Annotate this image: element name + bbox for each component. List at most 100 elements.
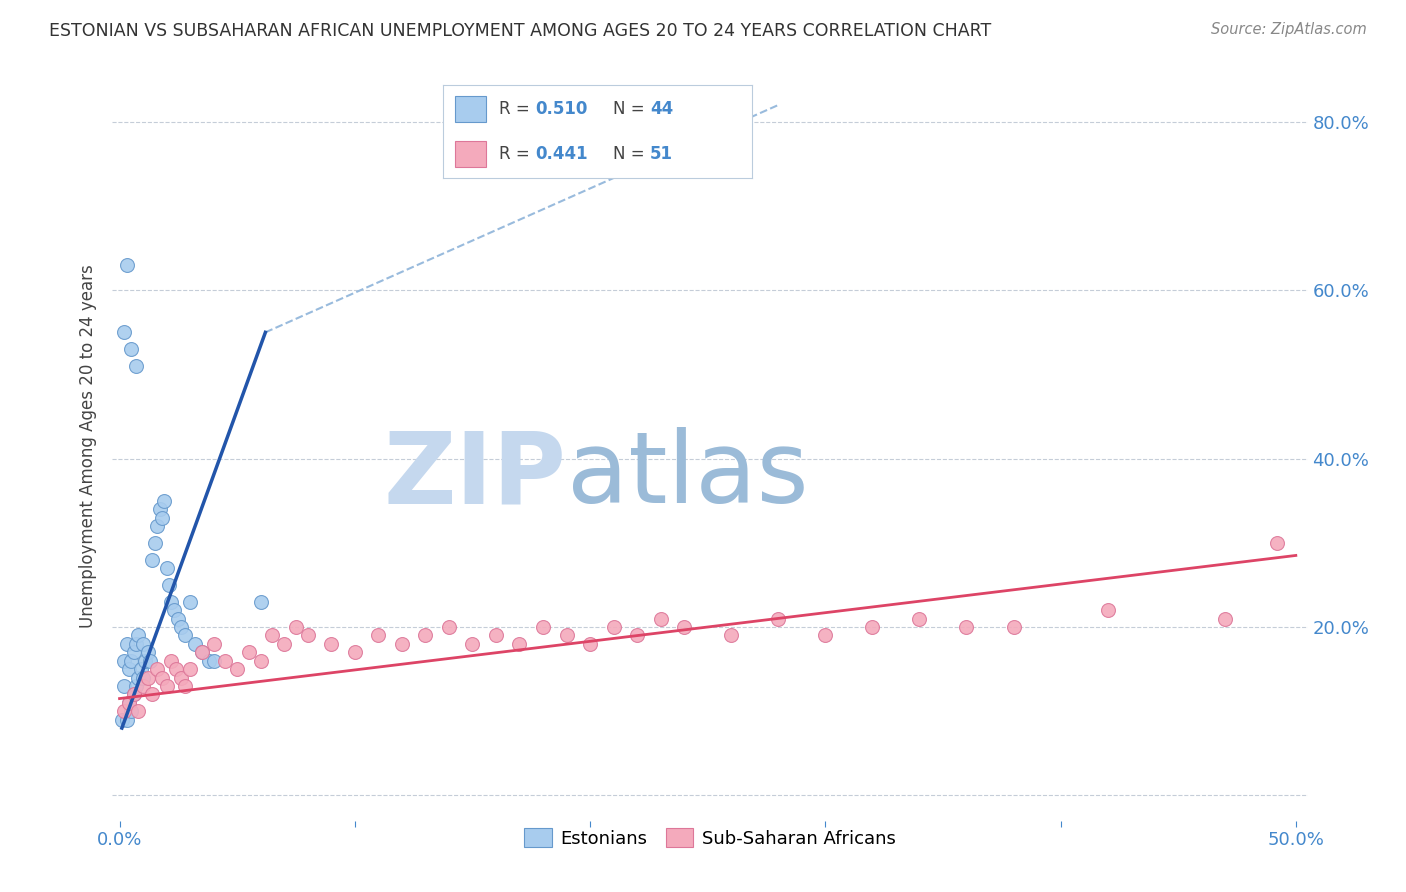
Point <box>122 687 145 701</box>
Legend: Estonians, Sub-Saharan Africans: Estonians, Sub-Saharan Africans <box>516 819 904 856</box>
Point <box>150 671 173 685</box>
Point <box>111 713 134 727</box>
Point <box>508 637 530 651</box>
Point <box>125 359 148 373</box>
Point <box>321 637 343 651</box>
Point <box>238 645 260 659</box>
Point <box>125 679 148 693</box>
Point <box>437 620 460 634</box>
Point <box>1213 611 1236 625</box>
Point <box>214 654 236 668</box>
Point <box>191 645 214 659</box>
Point <box>120 342 142 356</box>
Point <box>112 654 135 668</box>
Text: N =: N = <box>613 145 650 163</box>
Text: 0.510: 0.510 <box>536 100 588 118</box>
Point <box>129 662 152 676</box>
Point <box>955 620 977 634</box>
Text: 0.441: 0.441 <box>536 145 588 163</box>
Point <box>391 637 413 651</box>
Point <box>160 654 183 668</box>
Point <box>415 628 437 642</box>
Point <box>167 611 190 625</box>
Point <box>122 687 145 701</box>
Point <box>165 662 187 676</box>
Point <box>132 671 155 685</box>
Point <box>297 628 319 642</box>
Point <box>202 637 225 651</box>
Point <box>174 679 197 693</box>
Point <box>146 519 169 533</box>
Point <box>141 687 163 701</box>
Point <box>120 704 142 718</box>
Point <box>555 628 578 642</box>
Point <box>134 654 156 668</box>
Point <box>127 671 149 685</box>
Point <box>112 704 135 718</box>
Text: N =: N = <box>613 100 650 118</box>
Point <box>860 620 883 634</box>
Point <box>132 679 155 693</box>
Point <box>155 679 177 693</box>
Point <box>226 662 249 676</box>
Point <box>650 611 672 625</box>
Point <box>908 611 931 625</box>
Point <box>122 645 145 659</box>
Point <box>249 595 271 609</box>
Point <box>202 654 225 668</box>
Point <box>1097 603 1119 617</box>
Point <box>153 493 176 508</box>
Text: atlas: atlas <box>567 427 808 524</box>
Point <box>120 654 142 668</box>
Point <box>118 696 141 710</box>
Point <box>127 704 149 718</box>
Point <box>112 679 135 693</box>
Point <box>179 662 201 676</box>
Point <box>127 628 149 642</box>
Point <box>673 620 696 634</box>
FancyBboxPatch shape <box>456 141 486 167</box>
Point <box>1265 536 1288 550</box>
Point <box>115 258 138 272</box>
Point <box>143 536 166 550</box>
Point <box>285 620 308 634</box>
Point <box>461 637 484 651</box>
Point <box>249 654 271 668</box>
Point <box>814 628 837 642</box>
Point <box>118 696 141 710</box>
Point <box>112 326 135 340</box>
Point <box>343 645 366 659</box>
Point <box>157 578 180 592</box>
Point <box>184 637 207 651</box>
Point <box>155 561 177 575</box>
Point <box>1002 620 1025 634</box>
Point <box>150 510 173 524</box>
Point <box>141 552 163 566</box>
Text: Source: ZipAtlas.com: Source: ZipAtlas.com <box>1211 22 1367 37</box>
Text: R =: R = <box>499 100 534 118</box>
Point <box>768 611 790 625</box>
Text: 51: 51 <box>650 145 673 163</box>
Point <box>132 637 155 651</box>
Point <box>198 654 221 668</box>
FancyBboxPatch shape <box>456 96 486 122</box>
Point <box>115 713 138 727</box>
Point <box>148 502 170 516</box>
Point <box>174 628 197 642</box>
Text: 44: 44 <box>650 100 673 118</box>
Point <box>125 637 148 651</box>
Point <box>579 637 602 651</box>
Point <box>273 637 295 651</box>
Point <box>136 671 159 685</box>
Point <box>115 637 138 651</box>
Point <box>367 628 389 642</box>
Text: ZIP: ZIP <box>384 427 567 524</box>
Text: ESTONIAN VS SUBSAHARAN AFRICAN UNEMPLOYMENT AMONG AGES 20 TO 24 YEARS CORRELATIO: ESTONIAN VS SUBSAHARAN AFRICAN UNEMPLOYM… <box>49 22 991 40</box>
Point <box>626 628 648 642</box>
Point <box>160 595 183 609</box>
Point <box>485 628 508 642</box>
Point <box>146 662 169 676</box>
Text: R =: R = <box>499 145 534 163</box>
Point <box>262 628 284 642</box>
Point <box>170 620 193 634</box>
